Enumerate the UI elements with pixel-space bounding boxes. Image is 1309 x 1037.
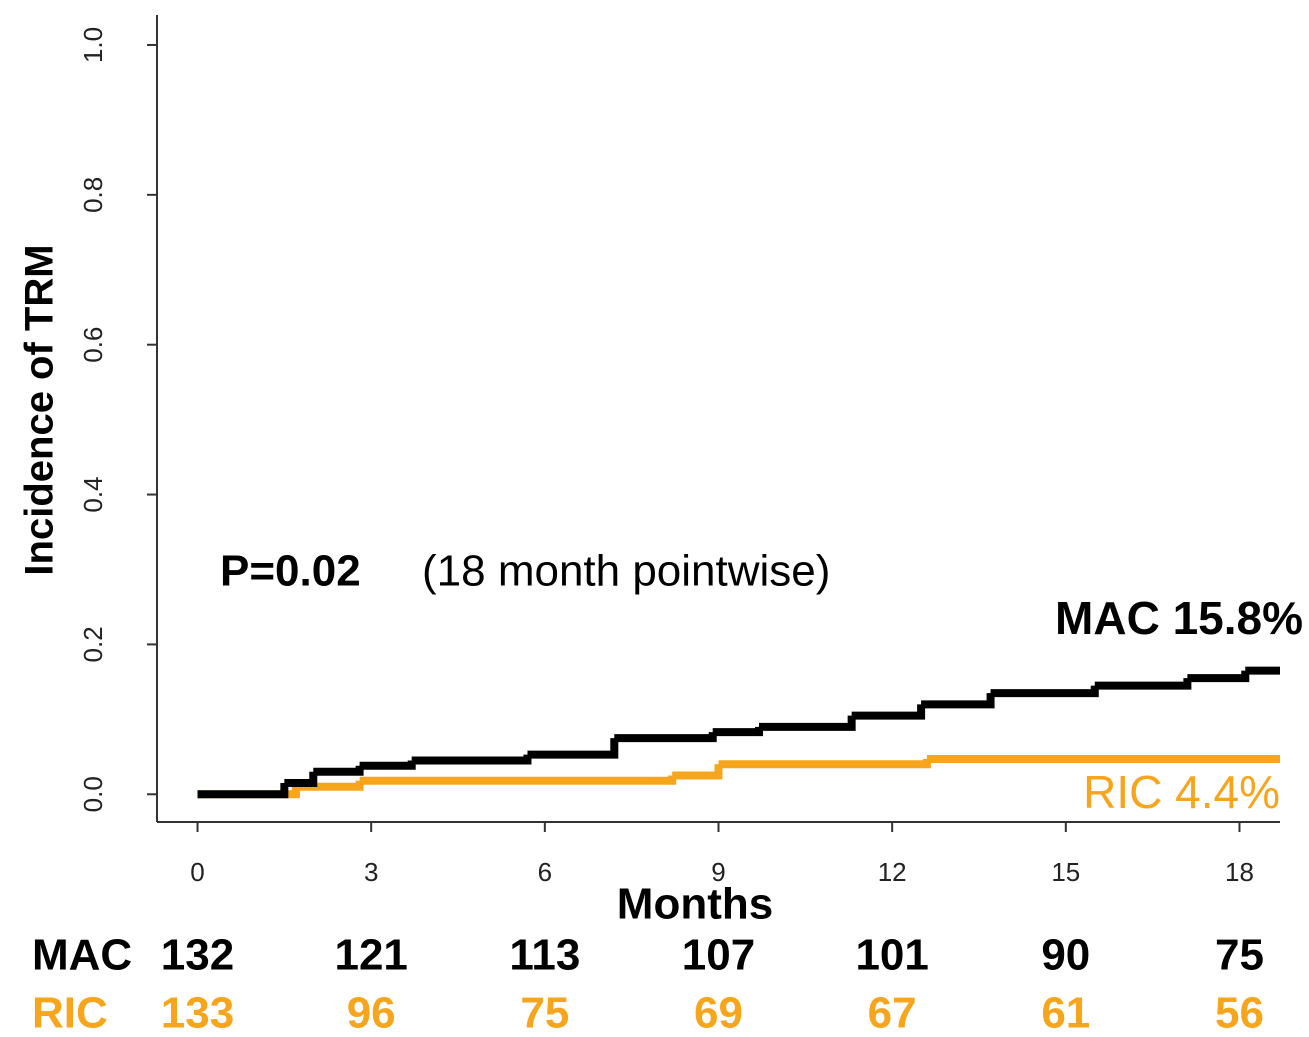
y-tick-label: 1.0 bbox=[78, 27, 108, 63]
y-axis-label: Incidence of TRM bbox=[18, 244, 62, 575]
step-segment bbox=[527, 738, 619, 759]
risk-count: 101 bbox=[855, 931, 928, 980]
y-tick-label: 0.0 bbox=[78, 776, 108, 812]
risk-count: 107 bbox=[682, 931, 755, 980]
step-segment bbox=[359, 760, 416, 770]
step-segment bbox=[851, 704, 926, 720]
step-segment bbox=[197, 783, 289, 799]
risk-count: 69 bbox=[694, 989, 743, 1037]
step-segment bbox=[759, 715, 856, 731]
step-segment bbox=[284, 771, 318, 788]
risk-count: 96 bbox=[347, 989, 396, 1037]
y-tick-label: 0.4 bbox=[78, 476, 108, 512]
step-segment bbox=[1094, 678, 1192, 690]
y-tick-label: 0.6 bbox=[78, 327, 108, 363]
step-segment bbox=[712, 726, 764, 737]
x-tick-label: 15 bbox=[1051, 857, 1080, 887]
x-tick-label: 0 bbox=[190, 857, 204, 887]
step-segment bbox=[672, 764, 723, 780]
x-tick-label: 18 bbox=[1225, 857, 1254, 887]
risk-row-name: MAC bbox=[32, 931, 132, 980]
risk-row-name: RIC bbox=[32, 989, 108, 1037]
risk-count: 113 bbox=[509, 931, 580, 980]
step-segment bbox=[359, 775, 677, 785]
mac-label: MAC 15.8% bbox=[1055, 592, 1303, 644]
step-segment bbox=[921, 693, 995, 709]
risk-count: 56 bbox=[1215, 989, 1264, 1037]
risk-count: 132 bbox=[161, 931, 234, 980]
x-tick-label: 6 bbox=[538, 857, 552, 887]
risk-count: 75 bbox=[1215, 931, 1264, 980]
y-tick-label: 0.8 bbox=[78, 177, 108, 213]
step-segment bbox=[718, 759, 931, 769]
risk-count: 61 bbox=[1041, 989, 1090, 1037]
step-segment bbox=[990, 685, 1099, 698]
risk-count: 67 bbox=[868, 989, 917, 1037]
step-segment bbox=[411, 754, 532, 765]
x-tick-label: 12 bbox=[878, 857, 907, 887]
x-axis-label: Months bbox=[617, 880, 773, 929]
step-segment bbox=[614, 732, 717, 743]
step-segment bbox=[313, 765, 364, 776]
risk-count: 121 bbox=[334, 931, 407, 980]
step-segment bbox=[1187, 670, 1250, 683]
x-tick-label: 9 bbox=[711, 857, 725, 887]
y-tick-label: 0.2 bbox=[78, 626, 108, 662]
risk-count: 133 bbox=[161, 989, 234, 1037]
risk-count: 75 bbox=[520, 989, 569, 1037]
ric-label: RIC 4.4% bbox=[1083, 766, 1280, 818]
risk-count: 90 bbox=[1041, 931, 1090, 980]
p-value: P=0.02 bbox=[220, 547, 361, 596]
p-note: (18 month pointwise) bbox=[422, 547, 830, 596]
x-tick-label: 3 bbox=[364, 857, 378, 887]
